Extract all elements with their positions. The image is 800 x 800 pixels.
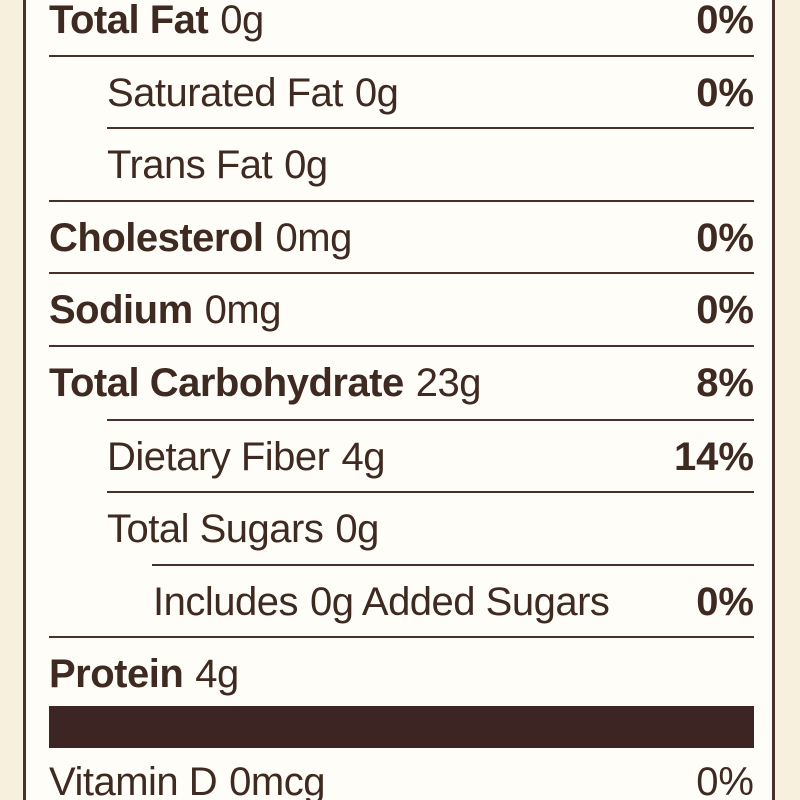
nutrient-amount: 4g xyxy=(195,651,239,696)
nutrient-name: Includes xyxy=(153,579,298,624)
row-divider xyxy=(49,55,754,57)
daily-value-percent: 0% xyxy=(696,759,754,800)
nutrient-amount: 0mg xyxy=(204,287,282,332)
nutrient-row-total-carbohydrate: Total Carbohydrate 23g 8% xyxy=(49,347,754,419)
nutrient-row-total-sugars: Total Sugars 0g xyxy=(49,493,754,565)
nutrient-row-total-fat: Total Fat 0g 0% xyxy=(49,0,754,56)
nutrient-amount: 0g xyxy=(220,0,264,42)
daily-value-percent: 8% xyxy=(696,360,754,405)
nutrition-facts-panel xyxy=(23,0,775,800)
nutrient-name: Total Fat xyxy=(49,0,209,42)
row-divider xyxy=(107,127,754,129)
row-divider xyxy=(107,491,754,493)
nutrient-amount: 0g xyxy=(335,506,379,551)
daily-value-percent: 0% xyxy=(696,70,754,115)
nutrient-name: Saturated Fat xyxy=(107,70,343,115)
nutrient-name: Total Sugars xyxy=(107,506,324,551)
nutrient-row-trans-fat: Trans Fat 0g xyxy=(49,129,754,201)
nutrient-row-cholesterol: Cholesterol 0mg 0% xyxy=(49,202,754,274)
nutrient-amount: 23g xyxy=(415,360,482,405)
daily-value-percent: 0% xyxy=(696,0,754,42)
row-divider xyxy=(49,345,754,347)
daily-value-percent: 0% xyxy=(696,579,754,624)
nutrient-amount: 0g Added Sugars xyxy=(309,579,610,624)
row-divider xyxy=(49,272,754,274)
nutrient-row-protein: Protein 4g xyxy=(49,638,754,710)
row-divider xyxy=(152,564,754,566)
nutrient-row-vitamin-d: Vitamin D 0mcg 0% xyxy=(49,746,754,800)
nutrient-name: Sodium xyxy=(49,287,193,332)
nutrient-name: Total Carbohydrate xyxy=(49,360,404,405)
thick-section-divider xyxy=(49,706,754,748)
daily-value-percent: 0% xyxy=(696,215,754,260)
nutrient-row-saturated-fat: Saturated Fat 0g 0% xyxy=(49,57,754,129)
nutrient-amount: 0mcg xyxy=(229,759,325,800)
row-divider xyxy=(49,200,754,202)
nutrient-amount: 4g xyxy=(341,434,385,479)
nutrient-row-added-sugars: Includes 0g Added Sugars 0% xyxy=(49,566,754,638)
nutrient-name: Dietary Fiber xyxy=(107,434,330,479)
nutrient-name: Protein xyxy=(49,651,184,696)
nutrient-name: Trans Fat xyxy=(107,142,273,187)
daily-value-percent: 0% xyxy=(696,287,754,332)
nutrient-amount: 0g xyxy=(284,142,328,187)
nutrient-row-dietary-fiber: Dietary Fiber 4g 14% xyxy=(49,421,754,493)
daily-value-percent: 14% xyxy=(673,434,754,479)
row-divider xyxy=(49,636,754,638)
row-divider xyxy=(107,419,754,421)
nutrient-amount: 0g xyxy=(354,70,399,115)
nutrient-amount: 0mg xyxy=(275,215,353,260)
nutrient-row-sodium: Sodium 0mg 0% xyxy=(49,274,754,346)
nutrient-name: Vitamin D xyxy=(49,759,218,800)
nutrient-name: Cholesterol xyxy=(49,215,264,260)
